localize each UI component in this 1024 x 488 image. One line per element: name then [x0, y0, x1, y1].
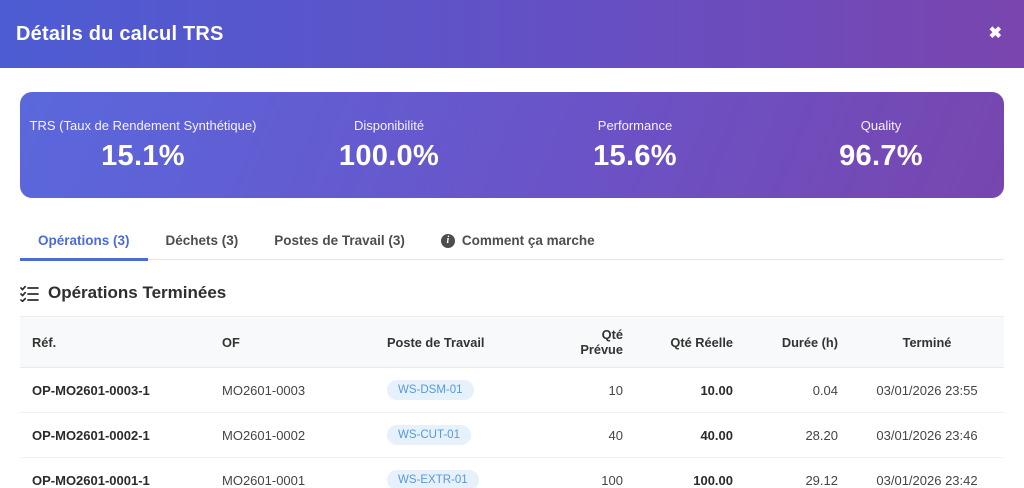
cell-finished: 03/01/2026 23:42: [850, 457, 1004, 488]
cell-of: MO2601-0002: [210, 412, 375, 458]
cell-duration: 29.12: [745, 457, 850, 488]
operations-table: Réf. OF Poste de Travail Qté Prévue Qté …: [20, 316, 1004, 488]
close-icon[interactable]: ✖: [988, 25, 1002, 42]
workstation-badge: WS-CUT-01: [387, 425, 471, 445]
tab-comment-ca-marche-label: Comment ça marche: [461, 233, 595, 248]
kpi-quality: Quality 96.7%: [758, 118, 1004, 173]
table-row: OP-MO2601-0002-1 MO2601-0002 WS-CUT-01 4…: [20, 412, 1004, 458]
cell-qty-actual: 10.00: [635, 367, 745, 413]
table-header-row: Réf. OF Poste de Travail Qté Prévue Qté …: [20, 316, 1004, 368]
cell-of: MO2601-0003: [210, 367, 375, 413]
kpi-performance-label: Performance: [597, 117, 673, 133]
table-row: OP-MO2601-0003-1 MO2601-0003 WS-DSM-01 1…: [20, 367, 1004, 413]
col-workstation: Poste de Travail: [375, 316, 550, 368]
kpi-performance: Performance 15.6%: [512, 118, 758, 173]
tab-operations-label: Opérations (3): [38, 233, 130, 248]
cell-of: MO2601-0001: [210, 457, 375, 488]
section-header: Opérations Terminées: [20, 283, 1004, 303]
tab-dechets[interactable]: Déchets (3): [148, 224, 257, 261]
kpi-trs-label: TRS (Taux de Rendement Synthétique): [29, 117, 257, 133]
kpi-trs-value: 15.1%: [101, 139, 185, 172]
cell-qty-actual: 100.00: [635, 457, 745, 488]
tab-dechets-label: Déchets (3): [165, 233, 239, 248]
col-ref: Réf.: [20, 316, 210, 368]
kpi-disponibilite-label: Disponibilité: [353, 117, 425, 133]
cell-ref: OP-MO2601-0003-1: [20, 367, 210, 413]
workstation-badge: WS-DSM-01: [387, 380, 474, 400]
tab-bar: Opérations (3) Déchets (3) Postes de Tra…: [20, 224, 1004, 261]
section-title-text: Opérations Terminées: [48, 283, 227, 302]
cell-ref: OP-MO2601-0002-1: [20, 412, 210, 458]
cell-duration: 28.20: [745, 412, 850, 458]
tab-postes-de-travail[interactable]: Postes de Travail (3): [256, 224, 423, 261]
page-title: Détails du calcul TRS: [16, 22, 224, 45]
cell-finished: 03/01/2026 23:46: [850, 412, 1004, 458]
kpi-quality-label: Quality: [860, 117, 902, 133]
cell-qty-actual: 40.00: [635, 412, 745, 458]
kpi-trs: TRS (Taux de Rendement Synthétique) 15.1…: [20, 118, 266, 173]
modal-header: Détails du calcul TRS ✖: [0, 0, 1024, 68]
cell-qty-planned: 40: [550, 412, 635, 458]
tab-operations[interactable]: Opérations (3): [20, 224, 148, 261]
workstation-badge: WS-EXTR-01: [387, 470, 479, 488]
col-qty-actual: Qté Réelle: [635, 316, 745, 368]
col-of: OF: [210, 316, 375, 368]
col-duration: Durée (h): [745, 316, 850, 368]
cell-finished: 03/01/2026 23:55: [850, 367, 1004, 413]
cell-qty-planned: 10: [550, 367, 635, 413]
tab-postes-de-travail-label: Postes de Travail (3): [274, 233, 405, 248]
kpi-performance-value: 15.6%: [593, 139, 677, 172]
kpi-disponibilite-value: 100.0%: [338, 139, 440, 172]
col-finished: Terminé: [850, 316, 1004, 368]
info-icon: i: [440, 233, 455, 248]
table-row: OP-MO2601-0001-1 MO2601-0001 WS-EXTR-01 …: [20, 457, 1004, 488]
tab-comment-ca-marche[interactable]: i Comment ça marche: [423, 224, 613, 261]
kpi-summary-card: TRS (Taux de Rendement Synthétique) 15.1…: [20, 92, 1004, 198]
cell-ref: OP-MO2601-0001-1: [20, 457, 210, 488]
cell-qty-planned: 100: [550, 457, 635, 488]
kpi-disponibilite: Disponibilité 100.0%: [266, 118, 512, 173]
list-check-icon: [20, 285, 39, 302]
cell-duration: 0.04: [745, 367, 850, 413]
col-qty-planned: Qté Prévue: [550, 316, 635, 368]
kpi-quality-value: 96.7%: [839, 139, 923, 172]
